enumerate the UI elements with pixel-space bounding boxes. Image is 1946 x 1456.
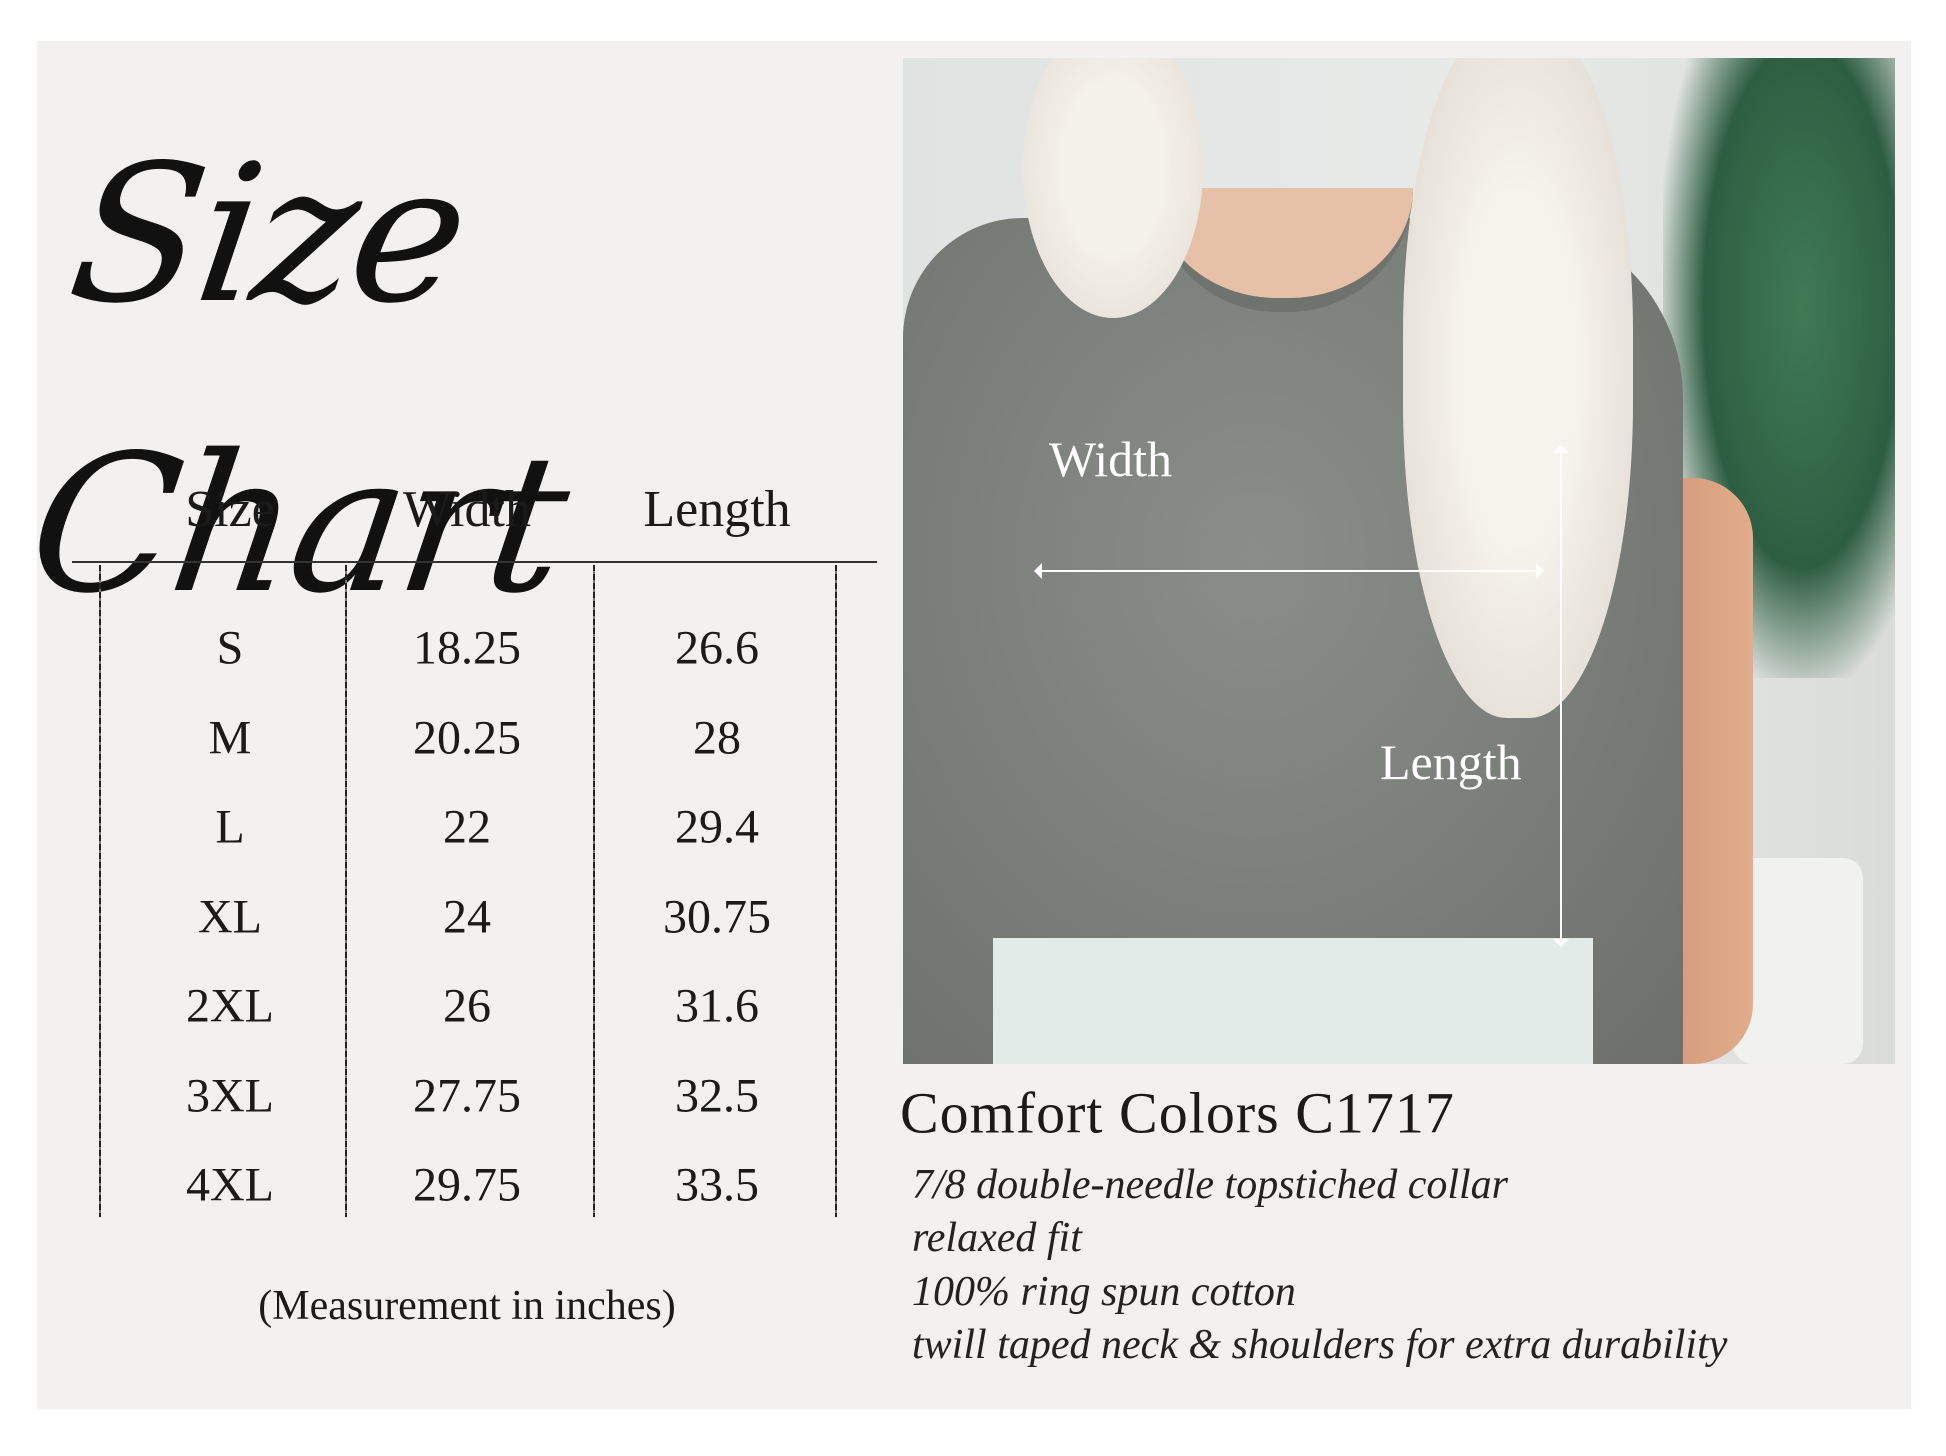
header-length: Length xyxy=(643,481,791,538)
arrowhead-left-icon xyxy=(1034,563,1042,579)
width-arrow xyxy=(1042,570,1536,572)
header-width: Width xyxy=(403,481,531,538)
cell-size: 4XL xyxy=(186,1158,274,1212)
cell-size: S xyxy=(216,621,244,675)
length-label: Length xyxy=(1380,734,1522,790)
page-title: Size Chart xyxy=(17,124,578,635)
cell-width: 22 xyxy=(443,800,491,854)
cell-length: 28 xyxy=(693,711,741,764)
measurement-note: (Measurement in inches) xyxy=(258,1283,676,1329)
cell-size: M xyxy=(208,711,252,764)
hair-image xyxy=(1403,58,1633,718)
cell-size: 2XL xyxy=(186,979,274,1033)
arrowhead-down-icon xyxy=(1553,939,1569,947)
column-divider xyxy=(99,565,101,1217)
hair-image xyxy=(1023,58,1203,318)
cell-width: 26 xyxy=(443,979,491,1033)
feature-line: 7/8 double-needle topstiched collar xyxy=(912,1162,1509,1208)
cell-length: 31.6 xyxy=(675,979,759,1033)
cell-length: 26.6 xyxy=(675,621,759,675)
cell-width: 29.75 xyxy=(413,1158,521,1212)
feature-line: twill taped neck & shoulders for extra d… xyxy=(912,1322,1728,1368)
cell-size: XL xyxy=(198,890,262,943)
cell-length: 33.5 xyxy=(675,1158,759,1212)
length-arrow xyxy=(1560,453,1562,939)
pot-image xyxy=(1733,858,1863,1064)
cell-width: 27.75 xyxy=(413,1069,521,1122)
column-divider xyxy=(345,565,347,1217)
column-divider xyxy=(593,565,595,1217)
header-divider xyxy=(72,561,877,563)
column-divider xyxy=(835,565,837,1217)
arrowhead-right-icon xyxy=(1536,563,1544,579)
cell-length: 32.5 xyxy=(675,1069,759,1122)
cell-size: L xyxy=(215,800,245,854)
cell-length: 30.75 xyxy=(663,890,771,943)
feature-line: 100% ring spun cotton xyxy=(912,1269,1296,1315)
arrowhead-up-icon xyxy=(1553,445,1569,453)
feature-line: relaxed fit xyxy=(912,1215,1082,1261)
cell-size: 3XL xyxy=(186,1069,274,1122)
cell-width: 20.25 xyxy=(413,711,521,764)
cell-length: 29.4 xyxy=(675,800,759,854)
cell-width: 18.25 xyxy=(413,621,521,675)
jeans-image xyxy=(993,938,1593,1064)
product-name: Comfort Colors C1717 xyxy=(900,1080,1455,1146)
header-size: Size xyxy=(185,481,275,538)
width-label: Width xyxy=(1049,431,1172,487)
product-photo xyxy=(903,58,1895,1064)
cell-width: 24 xyxy=(443,890,491,943)
